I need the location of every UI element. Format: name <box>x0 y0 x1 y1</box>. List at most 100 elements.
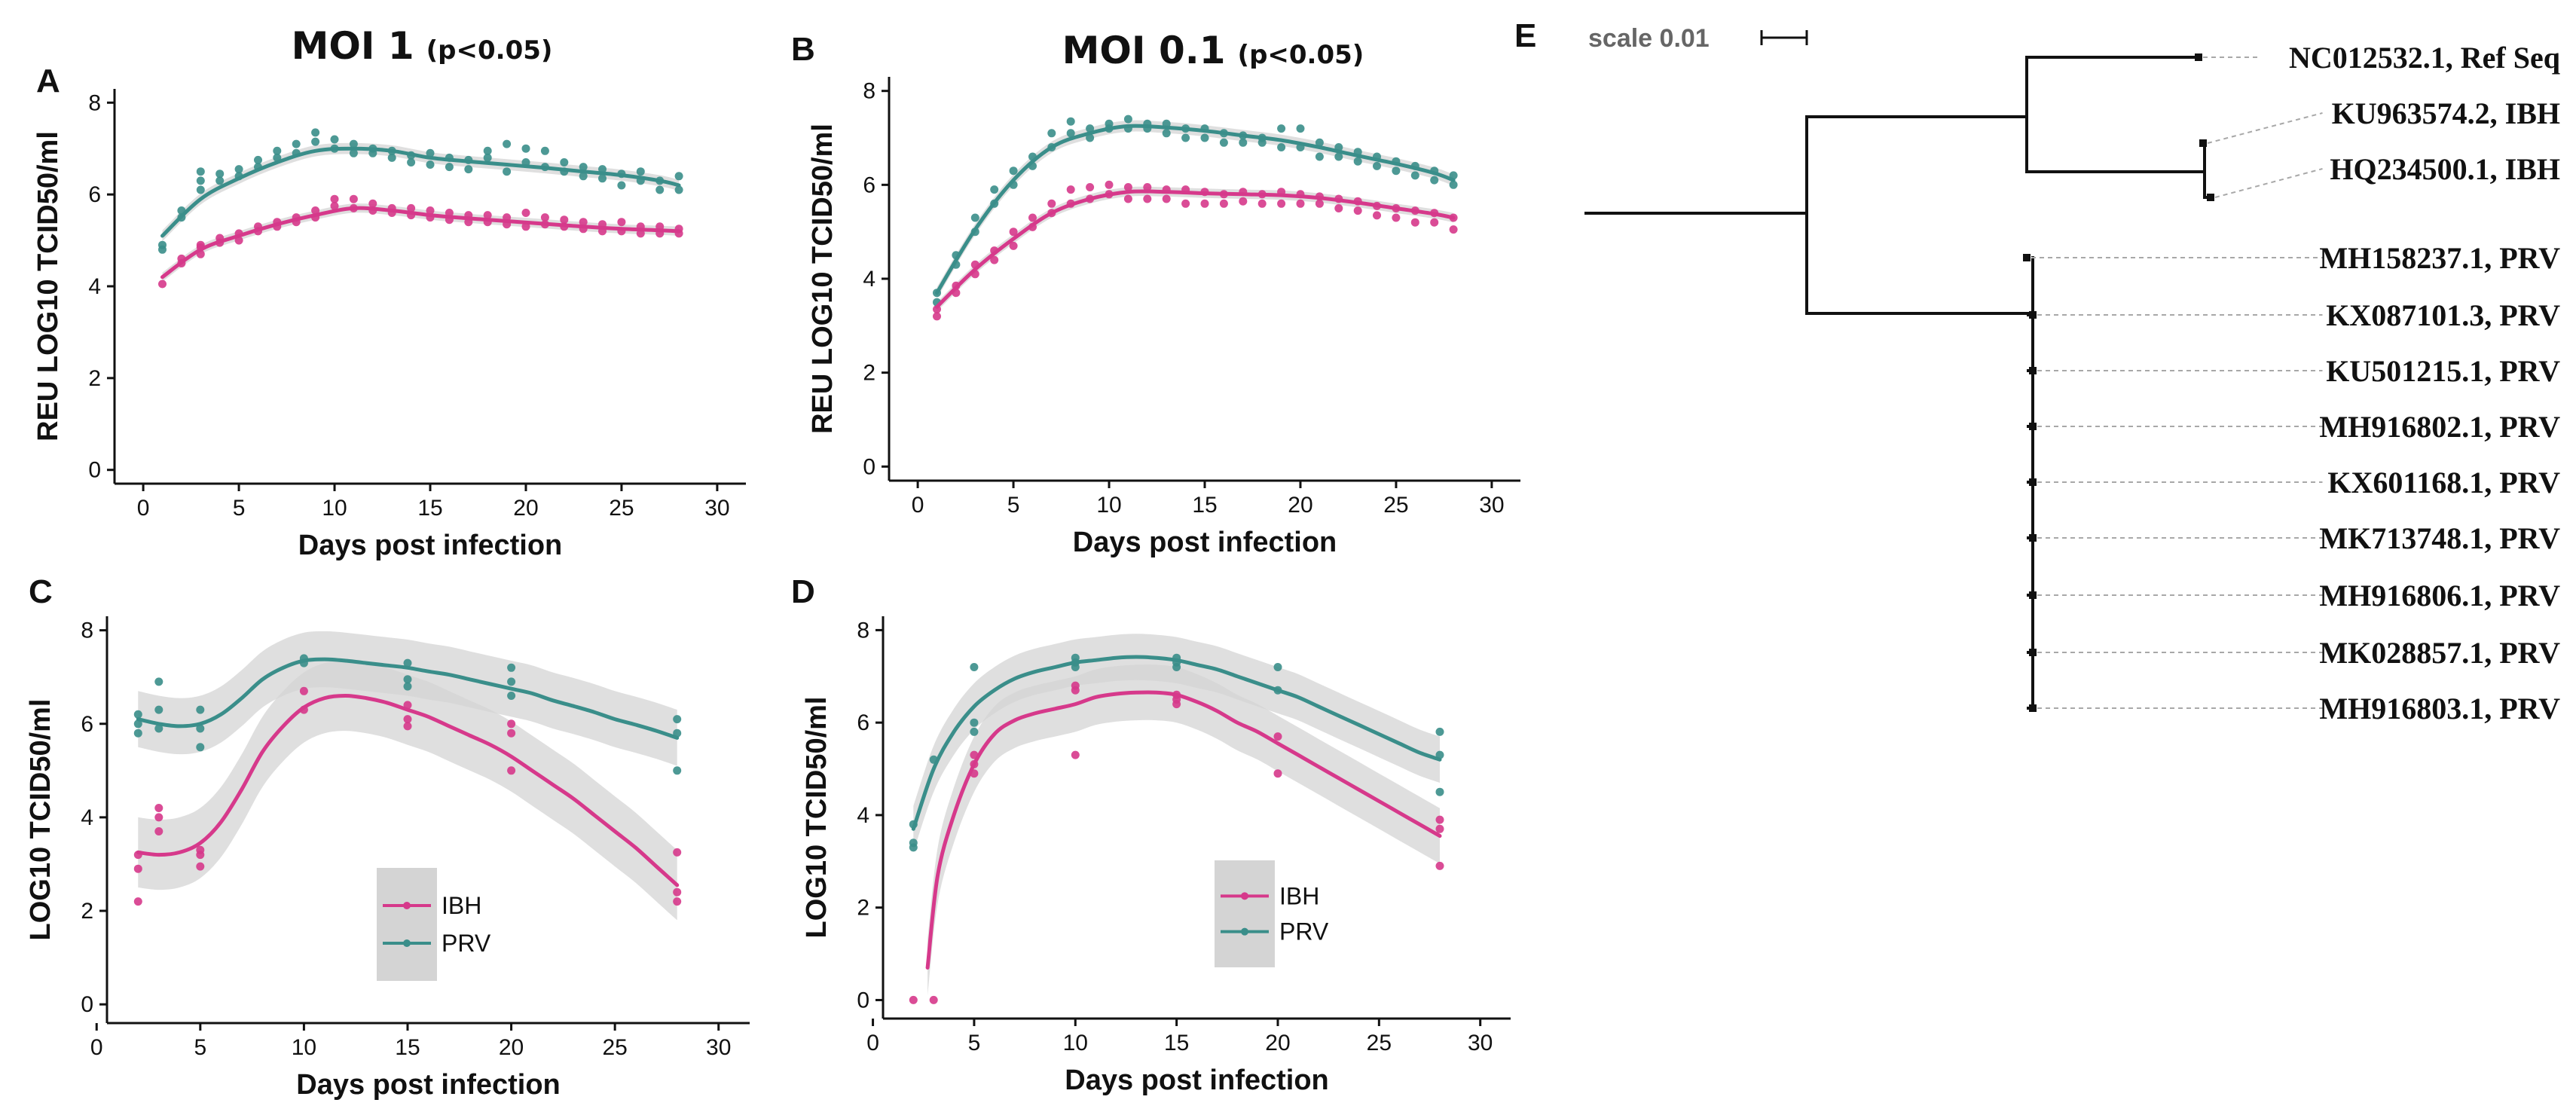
panel-d-y-axis-label: LOG10 TCID50/ml <box>801 697 833 939</box>
panel-b-ibh-point <box>1047 199 1056 208</box>
panel-d-ibh-ci-band <box>927 664 1440 996</box>
panel-a-prv-point <box>540 146 549 155</box>
panel-a-prv-point <box>617 181 626 190</box>
panel-b-prv-point <box>1239 138 1248 147</box>
panel-c-ibh-fit-line <box>136 693 680 887</box>
panel-a-ibh-point <box>330 201 339 210</box>
panel-d-x-tick-label: 15 <box>1164 1031 1189 1055</box>
panel-d-ibh-point <box>1071 750 1080 759</box>
panel-b-prv-point <box>1373 161 1381 170</box>
panel-c-y-tick-label: 8 <box>81 619 93 643</box>
panel-d-prv-point <box>1071 653 1080 662</box>
panel-a-prv-point <box>311 137 320 146</box>
panel-a-x-tick-label: 10 <box>322 496 347 521</box>
panel-d-prv-point <box>970 663 979 671</box>
tree-leaf-label: MH916806.1, PRV <box>2319 579 2560 612</box>
tree-leaf-label: MK713748.1, PRV <box>2319 521 2560 555</box>
panel-e-tree: E scale 0.01 NC012532.1, Ref Seq KU963574… <box>1514 17 2560 725</box>
panel-a-title-sub: (p<0.05) <box>426 35 553 66</box>
panel-a-ibh-point <box>579 218 588 227</box>
panel-c-x-tick-label: 15 <box>395 1035 420 1060</box>
panel-a-ibh-point <box>483 211 492 220</box>
panel-a-prv-point <box>273 146 282 155</box>
panel-b-prv-point <box>1334 152 1343 161</box>
panel-a-prv-point <box>579 172 588 181</box>
panel-a-y-tick-label: 4 <box>88 274 101 299</box>
panel-a-prv-point <box>503 139 512 148</box>
panel-a-x-tick-label: 20 <box>513 496 538 521</box>
panel-b-ibh-point <box>1123 183 1132 191</box>
panel-b-prv-point <box>1047 129 1056 138</box>
panel-b-ibh-point <box>1373 211 1381 220</box>
panel-a-prv-point <box>426 148 435 157</box>
panel-a-prv-point <box>503 167 512 176</box>
panel-b-y-tick-label: 2 <box>863 361 875 386</box>
panel-d-y-tick-label: 0 <box>857 988 869 1013</box>
panel-b-title-main: MOI 0.1 <box>1062 29 1226 72</box>
panel-a-prv-point <box>464 165 473 174</box>
panel-c-ibh-point <box>673 897 682 906</box>
panel-b-prv-point <box>990 185 999 194</box>
panel-b-prv-point <box>1086 133 1095 142</box>
panel-d-legend-dot-prv <box>1241 927 1248 936</box>
panel-a-prv-point <box>598 174 607 183</box>
panel-a-ibh-point <box>521 222 530 231</box>
panel-b-prv-point <box>1066 117 1075 126</box>
panel-b-prv-point <box>1086 124 1095 133</box>
panel-b-title-sub: (p<0.05) <box>1238 40 1364 70</box>
panel-a-ibh-point <box>617 218 626 227</box>
panel-c-ibh-point <box>507 766 516 775</box>
panel-a-prv-point <box>349 139 358 148</box>
panel-a-ibh-fit-line <box>160 206 681 280</box>
tree-tip-marker <box>2195 53 2202 61</box>
panel-c-x-tick-label: 5 <box>194 1035 206 1060</box>
tree-scale-label: scale 0.01 <box>1588 24 1710 53</box>
panel-b-ibh-point <box>1277 199 1286 208</box>
panel-b-prv-point <box>1219 138 1228 147</box>
panel-b-ibh-point <box>1392 213 1401 222</box>
panel-b-prv-point <box>1296 124 1305 133</box>
panel-b-ibh-point <box>1410 218 1419 227</box>
panel-a-prv-point <box>387 153 396 162</box>
panel-a-prv-point <box>560 158 569 166</box>
panel-c-x-tick-label: 0 <box>90 1035 103 1060</box>
panel-a-prv-point <box>158 240 167 249</box>
panel-b-chart: B MOI 0.1 (p<0.05) 0 2 4 6 8 0 5 10 15 20 25 30 Days … <box>791 29 1520 558</box>
panel-d-prv-point <box>970 727 979 736</box>
panel-c-prv-point <box>507 663 516 672</box>
panel-a-prv-point <box>445 163 454 172</box>
panel-a-prv-point <box>349 148 358 157</box>
tree-leader-line <box>2214 168 2323 198</box>
panel-c-ibh-point <box>299 686 308 695</box>
panel-b-ibh-point <box>1449 225 1458 234</box>
panel-b-prv-point <box>1449 180 1458 189</box>
panel-d-prv-point <box>909 838 918 848</box>
panel-b-ibh-point <box>1181 199 1190 208</box>
panel-a-prv-fit-line <box>160 146 681 238</box>
panel-a-ibh-point <box>521 209 530 217</box>
panel-c-prv-point <box>403 658 412 667</box>
panel-b-y-axis-label: REU LOG10 TCID50/ml <box>807 124 839 434</box>
panel-c-prv-point <box>673 766 682 775</box>
panel-a-x-axis-label: Days post infection <box>298 530 563 561</box>
panel-b-y-tick-label: 4 <box>863 267 875 292</box>
panel-a-ibh-point <box>407 203 416 212</box>
panel-b-ibh-point <box>1219 199 1228 208</box>
panel-a-ibh-point <box>560 215 569 225</box>
panel-c-y-tick-label: 2 <box>81 899 93 924</box>
panel-b-ibh-point <box>1239 197 1248 206</box>
panel-c-ibh-point <box>673 887 682 897</box>
panel-d-prv-fit-line <box>911 655 1442 831</box>
panel-a-prv-point <box>521 144 530 153</box>
panel-a-prv-point <box>636 167 645 176</box>
panel-a-prv-point <box>196 176 205 185</box>
panel-b-prv-fit-line <box>935 124 1456 295</box>
panel-a-prv-point <box>407 158 416 166</box>
panel-d-legend-key-bg <box>1215 860 1275 967</box>
panel-a-y-tick-label: 2 <box>88 366 101 391</box>
panel-a-prv-point <box>196 167 205 176</box>
panel-b-ibh-point <box>1162 194 1171 203</box>
panel-b-x-tick-label: 25 <box>1383 493 1408 518</box>
panel-c-ibh-point <box>403 715 412 724</box>
